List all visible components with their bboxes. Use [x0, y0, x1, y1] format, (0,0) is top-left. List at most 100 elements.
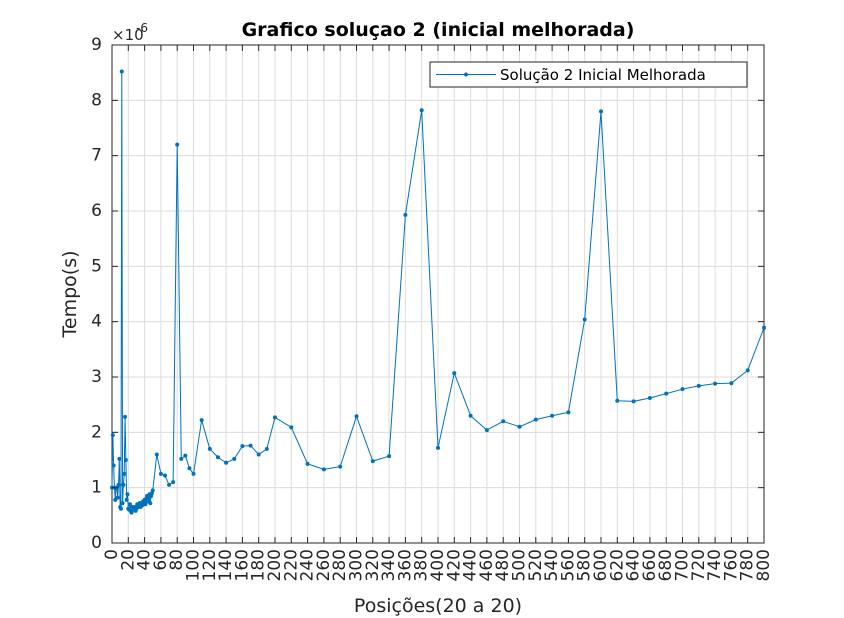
x-tick-label: 520: [526, 549, 546, 581]
legend: Solução 2 Inicial Melhorada: [429, 61, 748, 88]
data-point: [248, 443, 253, 448]
data-point: [615, 398, 620, 403]
x-tick-label: 60: [151, 549, 171, 571]
data-point: [256, 452, 261, 457]
y-exponent-base: ×10: [112, 26, 144, 44]
data-point: [501, 419, 506, 424]
data-point: [110, 433, 115, 438]
x-tick-label: 420: [444, 549, 464, 581]
data-point: [143, 502, 148, 507]
x-tick-label: 100: [184, 549, 204, 581]
legend-marker: [464, 72, 468, 77]
x-tick-label: 140: [216, 549, 236, 581]
data-point: [305, 461, 310, 466]
data-point: [289, 425, 294, 430]
x-tick-label: 160: [232, 549, 252, 581]
data-point: [533, 417, 538, 422]
x-tick-label: 680: [656, 549, 676, 581]
y-tick-label: 5: [91, 256, 102, 276]
x-tick-label: 360: [395, 549, 415, 581]
data-point: [484, 428, 489, 433]
data-point: [224, 460, 229, 465]
data-point: [123, 458, 128, 462]
tick-layer: 0204060801001201401601802002202402602803…: [91, 35, 774, 581]
x-tick-label: 340: [379, 549, 399, 581]
data-point: [599, 109, 603, 114]
data-point: [273, 415, 277, 420]
x-tick-label: 580: [575, 549, 595, 581]
data-point: [696, 383, 701, 388]
x-tick-label: 220: [281, 549, 301, 581]
x-tick-label: 480: [493, 549, 513, 581]
data-point: [321, 467, 326, 472]
x-tick-label: 0: [102, 549, 122, 560]
data-point: [171, 480, 176, 485]
data-point: [158, 471, 163, 476]
data-point: [207, 446, 212, 451]
x-tick-label: 540: [542, 549, 562, 581]
data-point: [187, 466, 192, 471]
data-point: [680, 387, 685, 392]
data-point: [162, 473, 167, 478]
data-point: [713, 381, 718, 386]
y-tick-label: 7: [91, 146, 102, 166]
x-tick-label: 200: [265, 549, 285, 581]
y-tick-label: 2: [91, 422, 102, 442]
y-tick-label: 9: [91, 35, 102, 55]
data-point: [183, 453, 188, 458]
x-tick-label: 640: [624, 549, 644, 581]
data-point: [729, 381, 734, 386]
x-tick-label: 300: [347, 549, 367, 581]
data-point: [125, 492, 130, 497]
chart-title: Grafico soluçao 2 (inicial melhorada): [242, 19, 635, 41]
y-tick-label: 1: [91, 478, 102, 498]
data-point: [550, 413, 555, 418]
data-point: [119, 69, 124, 74]
data-point: [127, 502, 132, 507]
data-point: [647, 396, 652, 401]
legend-entry-label: Solução 2 Inicial Melhorada: [500, 66, 706, 84]
y-exponent-power: -6: [136, 21, 148, 35]
data-point: [121, 482, 126, 487]
x-tick-label: 500: [510, 549, 530, 581]
series-layer: [110, 69, 766, 515]
x-axis-label: Posições(20 a 20): [354, 595, 522, 617]
x-tick-label: 460: [477, 549, 497, 581]
x-tick-label: 720: [689, 549, 709, 581]
data-point: [468, 413, 473, 418]
x-tick-label: 440: [461, 549, 481, 581]
x-tick-label: 800: [754, 549, 774, 581]
data-point: [116, 482, 121, 487]
x-tick-label: 780: [738, 549, 758, 581]
data-point: [582, 317, 587, 322]
x-tick-label: 700: [673, 549, 693, 581]
data-point: [124, 497, 129, 502]
data-point: [148, 501, 153, 506]
x-tick-label: 560: [558, 549, 578, 581]
y-tick-label: 3: [91, 367, 102, 387]
data-point: [191, 471, 196, 476]
y-tick-label: 4: [91, 312, 102, 332]
x-tick-label: 20: [118, 549, 138, 571]
data-point: [179, 456, 184, 461]
x-tick-label: 400: [428, 549, 448, 581]
x-tick-label: 740: [705, 549, 725, 581]
data-point: [664, 391, 669, 396]
data-point: [436, 445, 440, 450]
x-tick-label: 40: [135, 549, 155, 571]
data-point: [338, 464, 343, 469]
data-point: [264, 446, 269, 451]
x-tick-label: 80: [167, 549, 187, 571]
data-point: [154, 452, 159, 457]
data-point: [199, 418, 204, 423]
data-point: [387, 454, 392, 459]
x-tick-label: 620: [607, 549, 627, 581]
data-point: [215, 455, 220, 460]
data-point: [419, 108, 424, 113]
data-point: [118, 506, 123, 511]
data-point: [354, 414, 359, 419]
x-tick-label: 380: [412, 549, 432, 581]
data-point: [120, 501, 125, 506]
y-axis-label: Tempo(s): [59, 251, 81, 339]
